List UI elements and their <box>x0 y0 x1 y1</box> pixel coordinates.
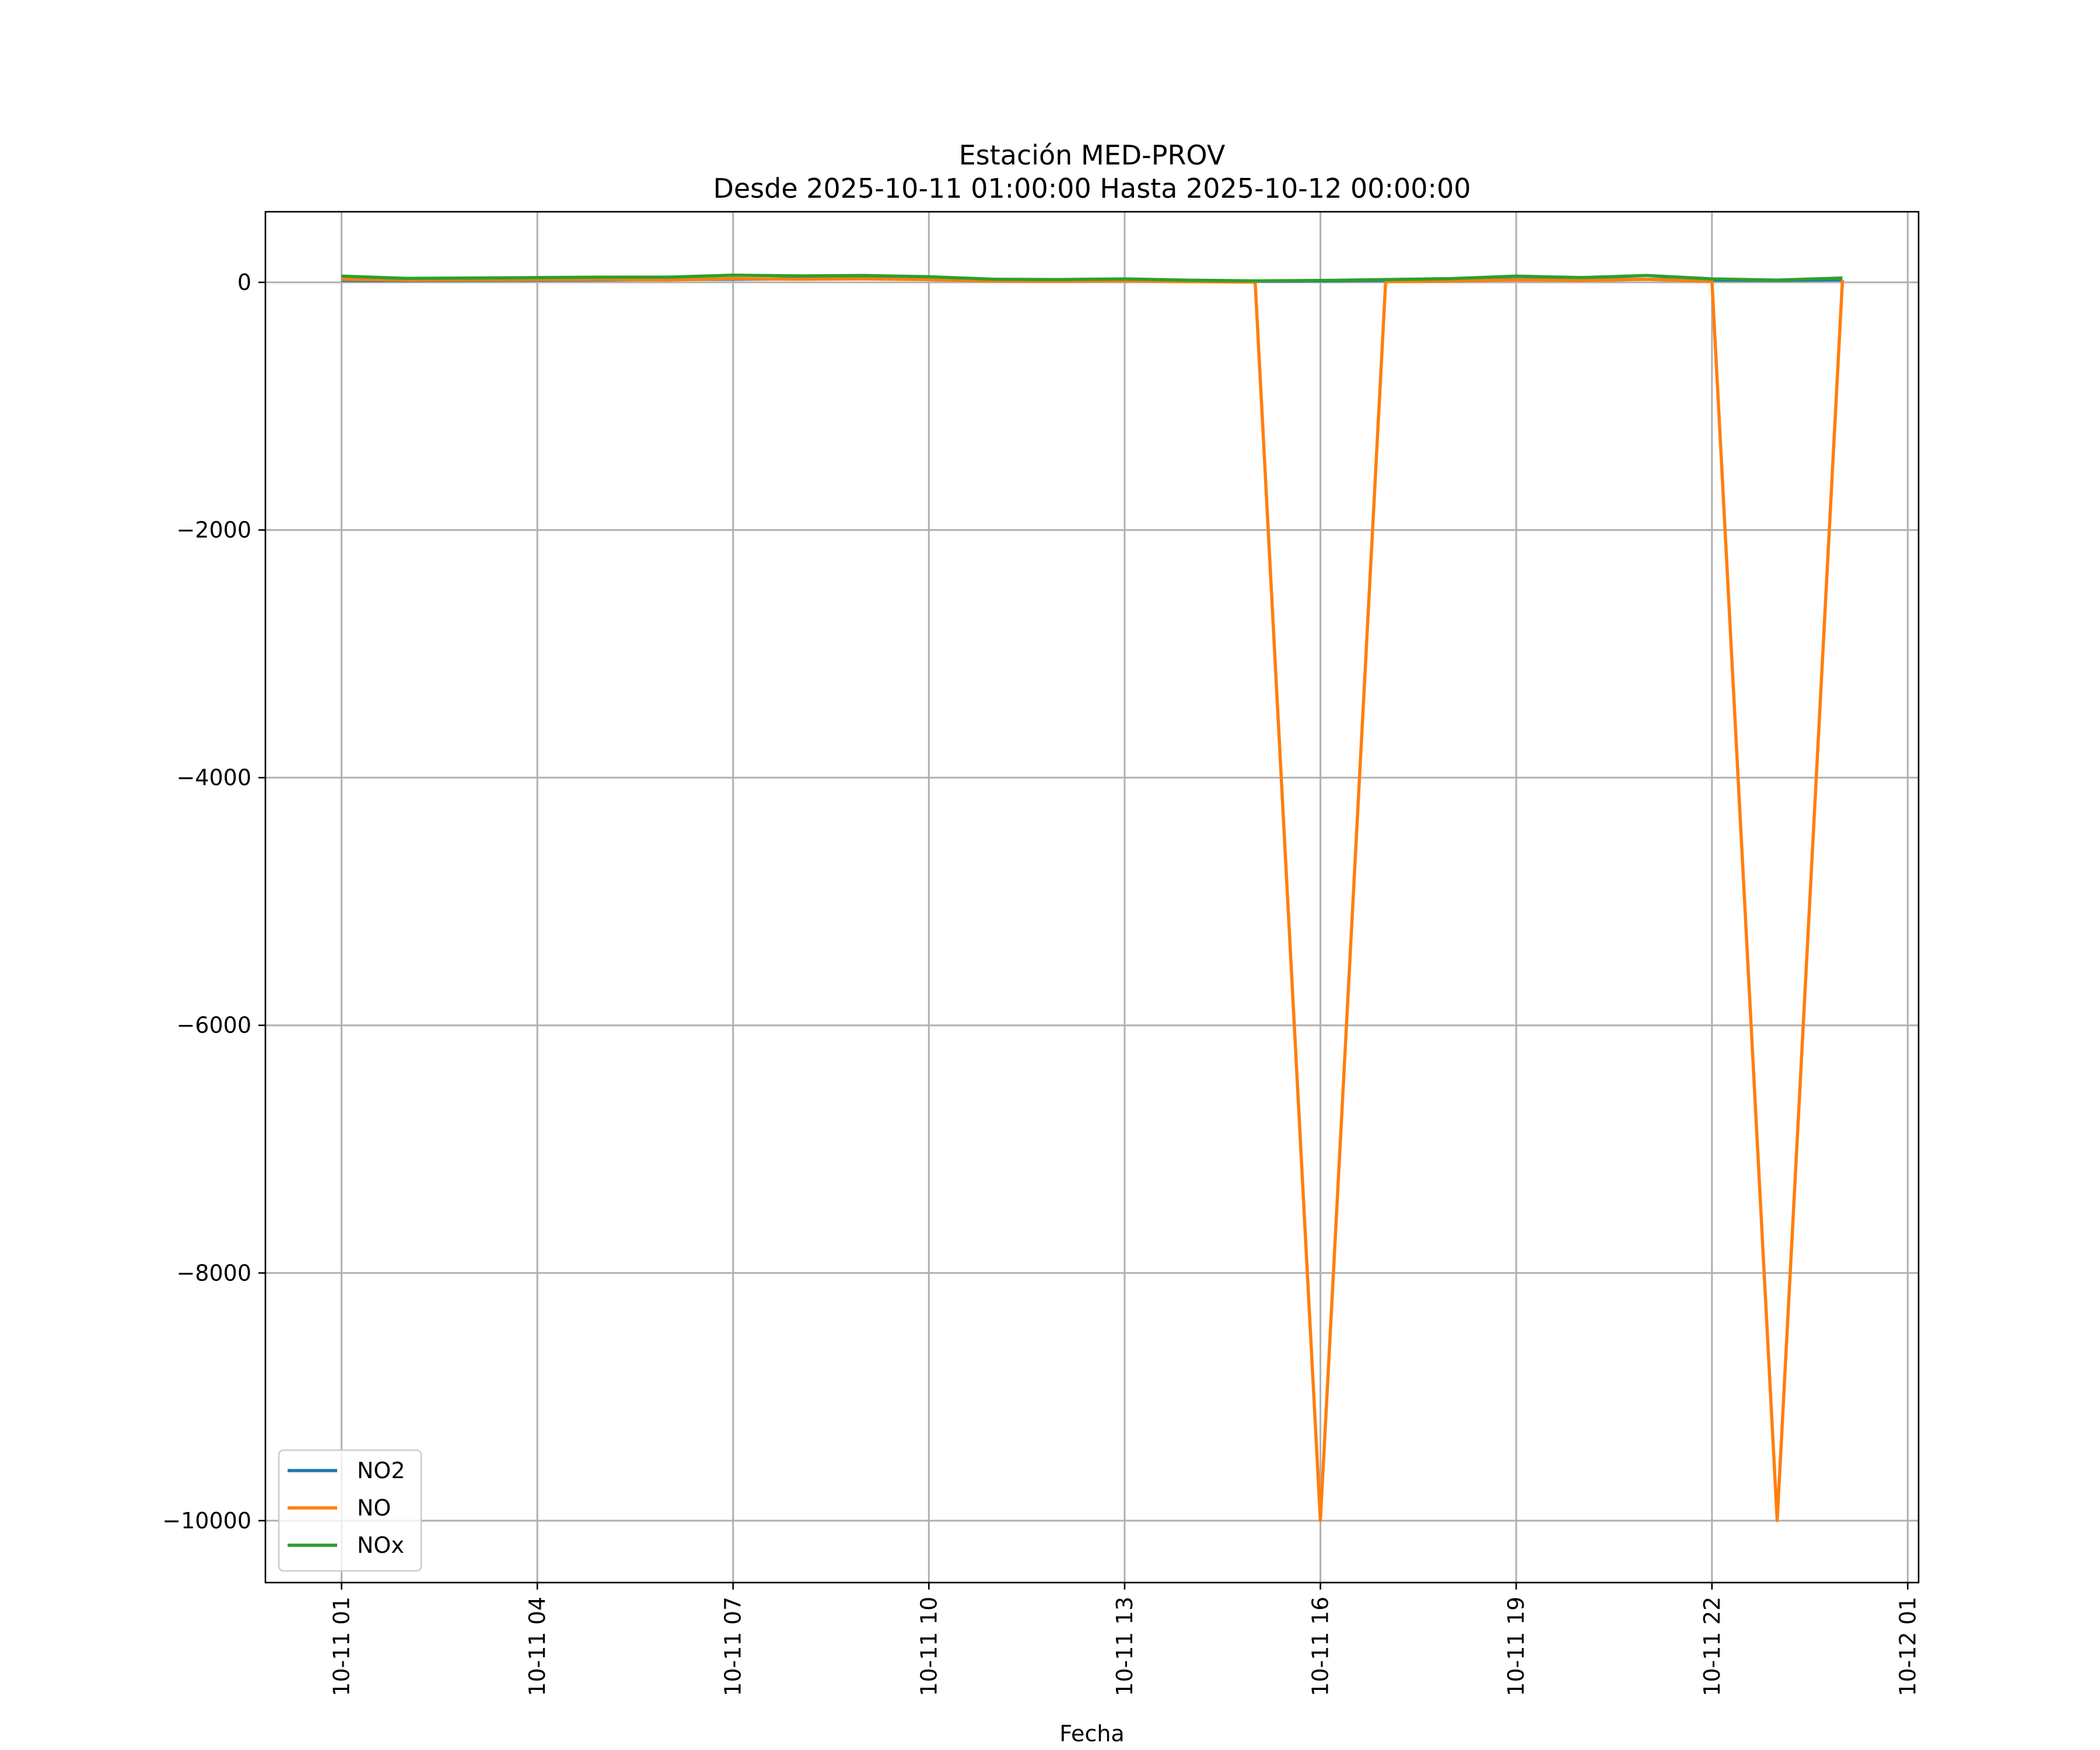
series-line-nox <box>341 273 1843 283</box>
x-tick-label: 10-11 19 <box>1503 1597 1529 1696</box>
y-tick-label: 0 <box>237 270 251 295</box>
y-tick-label: −6000 <box>176 1013 251 1038</box>
chart-subtitle: Desde 2025-10-11 01:00:00 Hasta 2025-10-… <box>713 173 1471 204</box>
x-tick-label: 10-11 22 <box>1699 1597 1725 1696</box>
y-axis-ticks: 0 −2000 −4000 −6000 −8000 −10000 <box>162 270 265 1534</box>
series-lines <box>341 273 1845 1522</box>
y-tick-label: −10000 <box>162 1508 251 1534</box>
legend[interactable]: NO2 NO NOx <box>278 1449 422 1572</box>
plot-frame <box>264 211 1920 1584</box>
x-tick-label: 10-11 04 <box>524 1597 550 1696</box>
legend-label-no: NO <box>357 1495 391 1521</box>
x-tick-label: 10-11 16 <box>1308 1597 1334 1696</box>
x-tick-label: 10-11 10 <box>916 1597 942 1696</box>
chart-title: Estación MED-PROV <box>959 139 1226 171</box>
legend-frame <box>278 1449 422 1572</box>
y-tick-label: −2000 <box>176 517 251 543</box>
x-axis-ticks: 10-11 01 10-11 04 10-11 07 10-11 10 10-11 13… <box>329 1583 1920 1696</box>
x-axis-label: Fecha <box>1059 1721 1124 1746</box>
x-tick-label: 10-11 01 <box>329 1597 355 1696</box>
y-tick-label: −4000 <box>176 765 251 790</box>
x-tick-label: 10-11 07 <box>720 1597 746 1696</box>
x-tick-label: 10-12 01 <box>1895 1597 1920 1696</box>
x-tick-label: 10-11 13 <box>1112 1597 1138 1696</box>
y-tick-label: −8000 <box>176 1260 251 1286</box>
legend-label-nox: NOx <box>357 1532 404 1558</box>
series-line-no <box>341 276 1845 1522</box>
legend-label-no2: NO2 <box>357 1458 405 1483</box>
